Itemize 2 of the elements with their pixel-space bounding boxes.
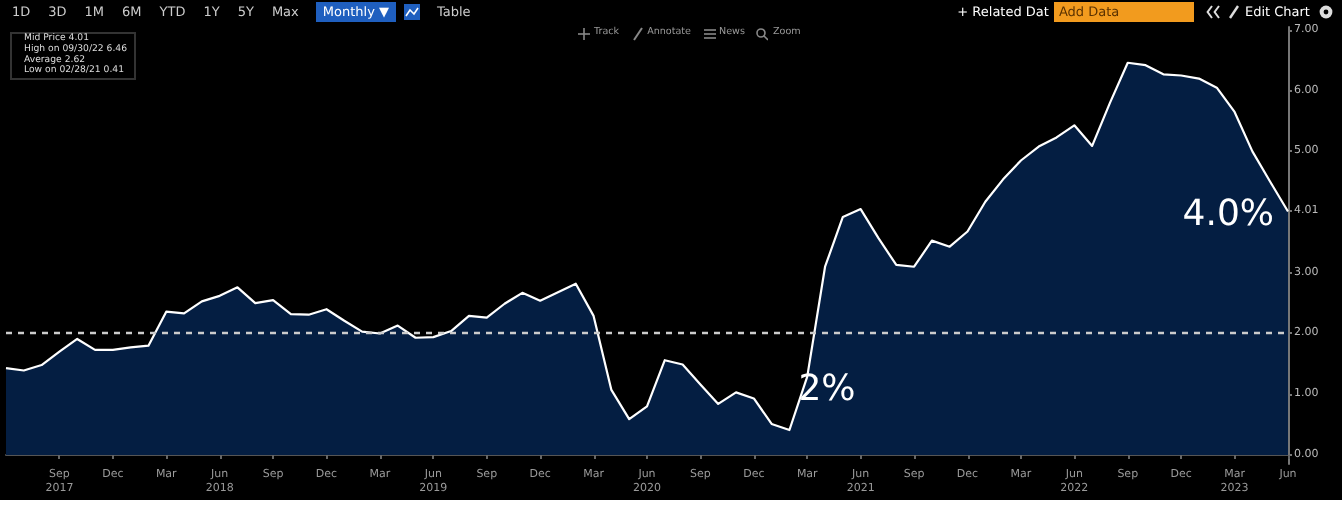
- ref-line-label: 2%: [798, 368, 856, 411]
- annotation: 4.0%: [1182, 193, 1275, 235]
